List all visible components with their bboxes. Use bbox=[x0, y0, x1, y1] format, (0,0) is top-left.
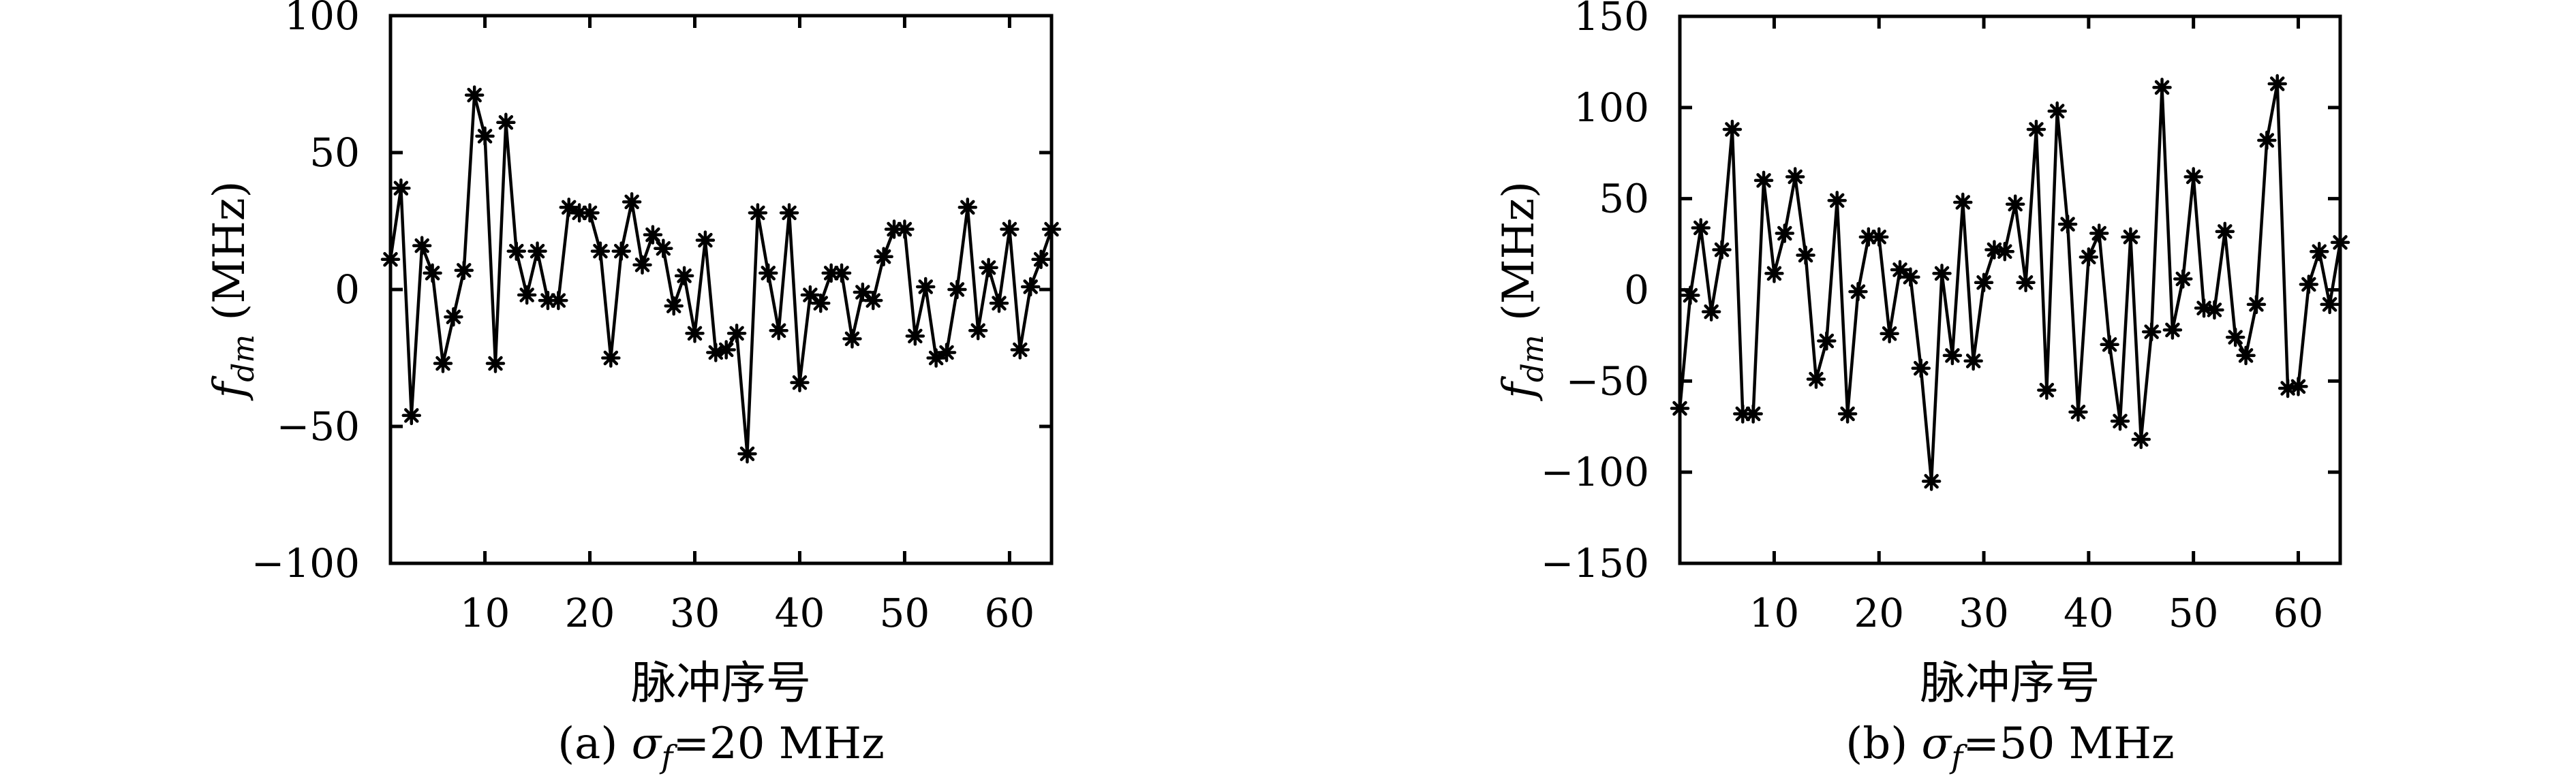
y-tick-label: 0 bbox=[335, 266, 360, 313]
y-tick-label: 50 bbox=[1599, 176, 1649, 222]
panel-caption: (b) σf=50 MHz bbox=[1845, 719, 2174, 775]
plot-frame bbox=[1678, 14, 2342, 565]
chart-panel-b: 10 20 30 40 50 60 −150 −100 −50 0 50 100 150 脉冲序号 fdm … bbox=[1494, 0, 2350, 775]
x-tick-label: 20 bbox=[565, 590, 615, 636]
x-axis-label: 脉冲序号 bbox=[631, 657, 811, 709]
y-tick-label: 50 bbox=[309, 129, 360, 176]
x-tick-label: 50 bbox=[2168, 590, 2219, 636]
y-tick-label: 150 bbox=[1574, 0, 1649, 40]
x-tick-label: 60 bbox=[2273, 590, 2324, 636]
y-tick-label: −100 bbox=[1541, 449, 1649, 495]
data-point-markers bbox=[380, 85, 1062, 464]
x-axis-label: 脉冲序号 bbox=[1920, 657, 2100, 709]
x-tick-label: 20 bbox=[1854, 590, 1904, 636]
y-tick-label: 100 bbox=[284, 0, 360, 39]
x-tick-label: 30 bbox=[670, 590, 720, 636]
x-tick-label: 10 bbox=[1749, 590, 1800, 636]
x-tick-label: 40 bbox=[775, 590, 825, 636]
x-tick-label: 50 bbox=[880, 590, 930, 636]
panel-caption: (a) σf=20 MHz bbox=[557, 719, 885, 775]
axis-ticks bbox=[390, 14, 1052, 565]
y-tick-label: −150 bbox=[1541, 540, 1649, 586]
y-tick-label: 0 bbox=[1624, 267, 1649, 313]
series-line bbox=[1678, 83, 2342, 482]
series-line bbox=[388, 95, 1054, 454]
y-tick-label: 100 bbox=[1574, 84, 1649, 131]
chart-panel-a: 10 20 30 40 50 60 −100 −50 0 50 100 脉冲序号 fdm (MHz) (a… bbox=[204, 0, 1062, 775]
y-axis-label: fdm (MHz) bbox=[1494, 181, 1550, 401]
y-axis-label: fdm (MHz) bbox=[204, 181, 261, 401]
axis-ticks bbox=[1680, 14, 2340, 565]
x-tick-label: 30 bbox=[1959, 590, 2009, 636]
x-tick-label: 40 bbox=[2064, 590, 2114, 636]
x-tick-label: 10 bbox=[460, 590, 510, 636]
y-tick-label: −50 bbox=[1566, 358, 1649, 404]
y-tick-label: −50 bbox=[277, 403, 360, 450]
data-point-markers bbox=[1670, 74, 2350, 491]
x-tick-label: 60 bbox=[985, 590, 1035, 636]
y-tick-label: −100 bbox=[251, 540, 360, 586]
